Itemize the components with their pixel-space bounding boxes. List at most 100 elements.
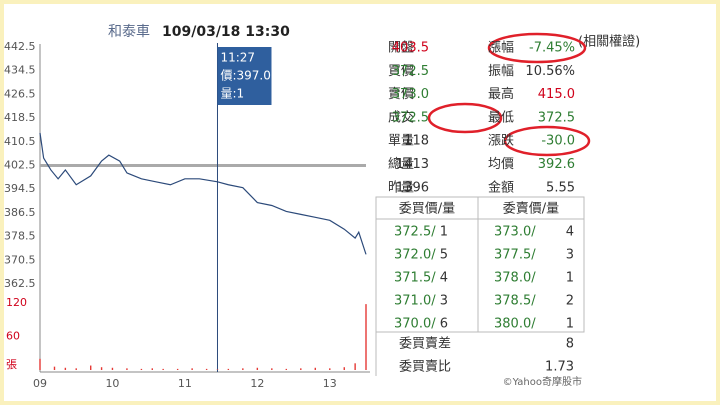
volume-bar [314,367,316,370]
volume-bar [64,367,67,370]
volume-bar [205,368,208,370]
volume-bar [39,358,41,370]
volume-bar [111,367,114,370]
quote-value: 372.5 [538,110,575,125]
x-tick-label: 11 [178,377,192,390]
y-tick-label: 394.5 [4,182,36,195]
order-price: 380.0/ [494,317,536,332]
order-qty: 2 [566,294,574,309]
quote-label: 買價 [388,64,414,79]
annotation-circle [503,125,591,157]
order-book-box [375,196,585,333]
order-qty: 1 [566,317,574,332]
quote-value: 118 [404,134,429,149]
order-price: 373.0/ [494,225,536,240]
y-tick-label: 410.5 [4,135,36,148]
quote-label: 最低 [488,110,514,125]
summary-label: 委買賣差 [399,337,451,352]
y-tick-label: 434.5 [4,64,36,77]
x-tick-label: 10 [105,377,119,390]
volume-bar [329,368,331,370]
quote-value: 1413 [396,157,429,172]
volume-bar [126,368,128,370]
footer: ©Yahoo奇摩股市 [503,375,582,388]
x-tick-label: 09 [33,377,47,390]
volume-bar [343,367,345,370]
y-tick-label: 418.5 [4,111,36,124]
y-tick-label: 442.5 [4,40,36,53]
quote-label: 昨量 [388,180,414,195]
order-qty: 4 [566,225,574,240]
chart-title: 和泰車 [108,23,150,40]
y-tick-label: 60 [6,330,20,343]
quote-value: 1396 [396,180,429,195]
order-price: 371.5/ [394,271,436,286]
y-tick-label: 402.5 [4,159,36,172]
quote-value: 392.6 [538,157,575,172]
volume-bar [53,366,56,370]
order-price: 378.0/ [494,271,536,286]
order-qty: 6 [440,317,448,332]
volume-bar [300,368,302,370]
volume-bar [90,365,92,370]
y-tick-label: 370.5 [4,253,36,266]
chart-subtitle: 109/03/18 13:30 [162,24,290,40]
quote-value: 373.0 [392,87,429,102]
quote-label: 成交 [388,109,414,125]
quote-label: 開盤 [388,41,414,56]
volume-bar [75,368,77,370]
quote-label: 振幅 [488,64,514,79]
order-price: 378.5/ [494,294,536,309]
price-line [39,132,367,255]
annotation-circle [487,32,587,64]
summary-label: 委買賣比 [399,360,451,375]
tooltip-price: 價:397.0 [220,69,270,83]
volume-bar [354,363,356,370]
x-tick-label: 13 [323,377,337,390]
volume-bar [271,368,273,370]
quote-label: 總量 [388,156,414,172]
summary-value: 1.73 [545,360,574,375]
x-tick-label: 12 [250,377,264,390]
tooltip-volume: 量:1 [220,87,244,101]
order-book-header: 委買價/量 [399,202,455,217]
order-price: 377.5/ [494,248,536,263]
volume-bar [285,368,288,370]
quote-label: 金額 [488,179,514,195]
volume-bar [140,368,143,370]
warrant-link[interactable]: (相關權證) [578,34,640,50]
volume-bar [216,369,219,370]
quote-value: 372.5 [392,64,429,79]
order-book-header: 委賣價/量 [503,202,559,217]
y-tick-label: 362.5 [4,277,36,290]
y-tick-label: 386.5 [4,206,36,219]
quote-value: -30.0 [541,134,575,149]
volume-bar [176,368,179,370]
quote-label: 單量 [388,134,414,149]
quote-value: 415.0 [538,87,575,102]
quote-value: 372.5 [392,110,429,125]
volume-bar [256,367,259,370]
quote-label: 漲幅 [488,41,514,56]
volume-bar [191,368,193,370]
order-price: 370.0/ [394,317,436,332]
volume-bar [227,368,230,370]
volume-bar [365,304,367,370]
summary-value: 8 [566,337,574,352]
quote-label: 賣價 [388,87,414,102]
order-qty: 1 [440,225,448,240]
quote-value: -7.45% [529,41,575,56]
quote-label: 均價 [488,157,514,172]
quote-label: 漲跌 [488,133,514,149]
volume-bar [162,368,164,370]
y-tick-label: 120 [6,296,27,309]
tooltip-time: 11:27 [220,51,255,65]
order-price: 371.0/ [394,294,436,309]
y-axis-label: 張 [6,358,17,371]
quote-label: 最高 [488,86,514,102]
annotation-circle [427,102,503,134]
quote-value: 5.55 [546,180,575,195]
order-price: 372.0/ [394,248,436,263]
order-qty: 5 [440,248,448,263]
